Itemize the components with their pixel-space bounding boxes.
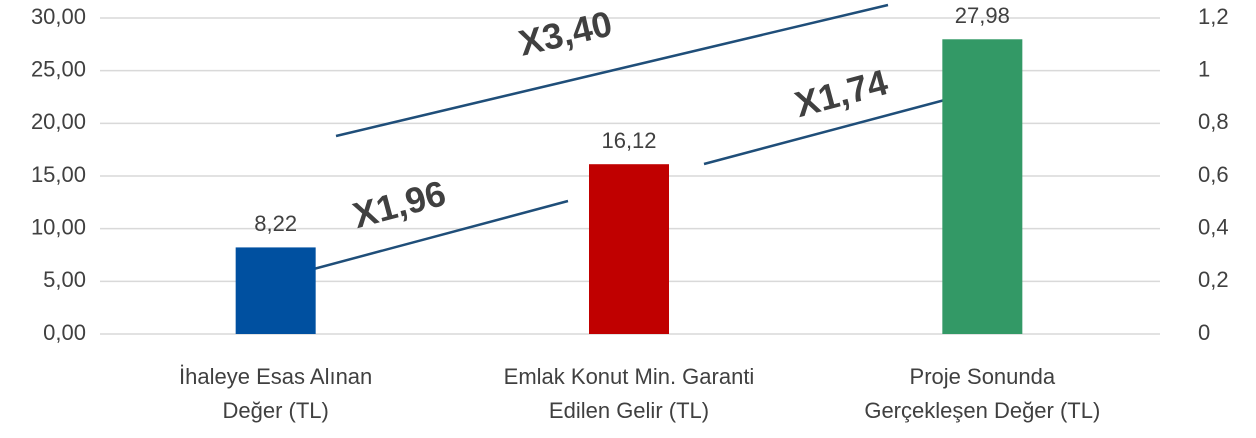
y-tick-label: 30,00 — [31, 4, 86, 29]
bar — [589, 164, 669, 334]
annotation: X3,40 — [515, 3, 616, 64]
y-tick-label: 1 — [1198, 56, 1210, 81]
x-tick-label: Gerçekleşen Değer (TL) — [864, 398, 1100, 423]
y-tick-label: 20,00 — [31, 109, 86, 134]
data-label: 27,98 — [955, 3, 1010, 28]
x-tick-label: Değer (TL) — [222, 398, 328, 423]
x-tick-label: İhaleye Esas Alınan — [179, 364, 372, 389]
x-tick-label: Edilen Gelir (TL) — [549, 398, 709, 423]
y-tick-label: 1,2 — [1198, 4, 1229, 29]
y-tick-label: 0,2 — [1198, 267, 1229, 292]
y-tick-label: 0,8 — [1198, 109, 1229, 134]
y-tick-label: 0,6 — [1198, 162, 1229, 187]
annotation: X1,96 — [348, 172, 449, 236]
data-label: 16,12 — [601, 128, 656, 153]
x-tick-label: Proje Sonunda — [910, 364, 1056, 389]
y-tick-label: 0 — [1198, 320, 1210, 345]
y-tick-label: 5,00 — [43, 267, 86, 292]
bar — [235, 247, 316, 334]
y-tick-label: 0,4 — [1198, 214, 1229, 239]
y-tick-label: 15,00 — [31, 162, 86, 187]
trend-line — [335, 3, 889, 138]
y-tick-label: 0,00 — [43, 320, 86, 345]
bar — [942, 39, 1023, 334]
data-label: 8,22 — [254, 211, 297, 236]
y-tick-label: 25,00 — [31, 56, 86, 81]
x-tick-label: Emlak Konut Min. Garanti — [504, 364, 755, 389]
y-tick-label: 10,00 — [31, 214, 86, 239]
